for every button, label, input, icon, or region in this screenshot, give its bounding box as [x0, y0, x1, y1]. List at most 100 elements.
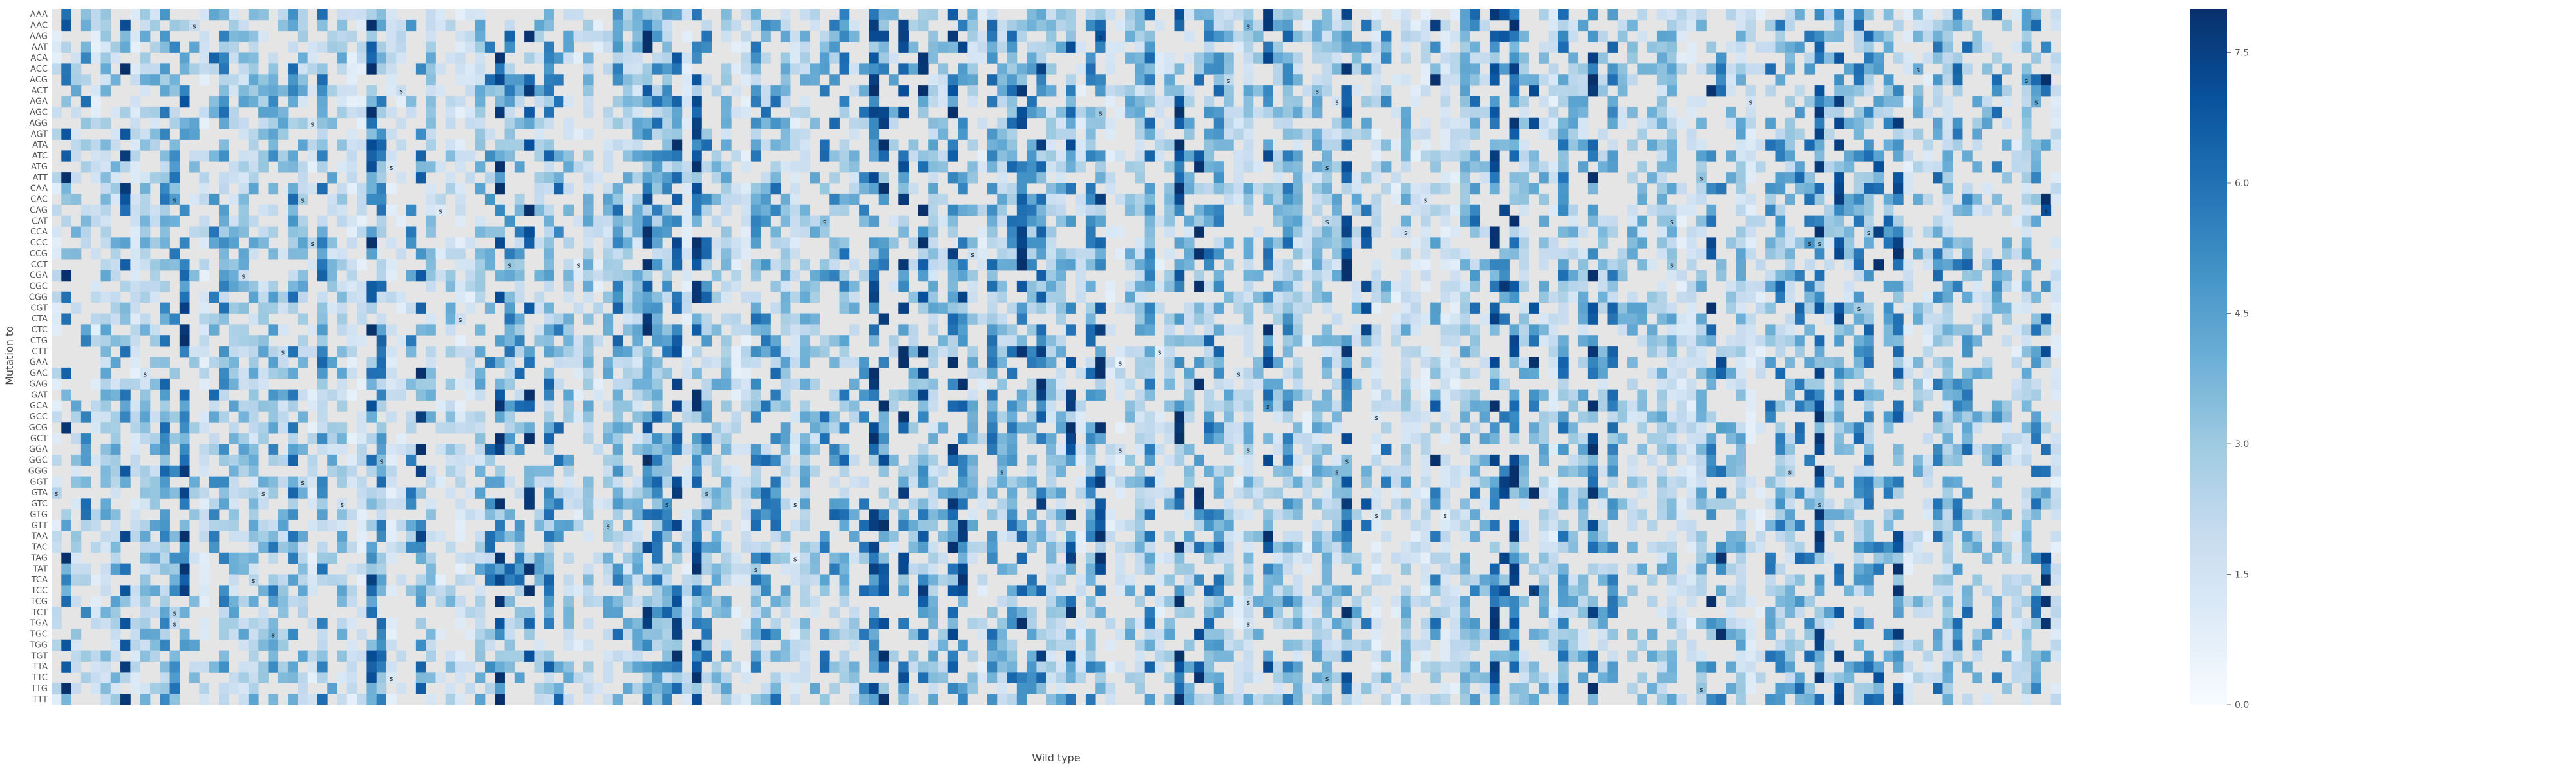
heatmap-cell — [554, 324, 564, 336]
heatmap-cell — [1853, 367, 1864, 379]
cell-annotation: s — [1867, 229, 1871, 237]
heatmap-cell — [1410, 400, 1421, 412]
heatmap-cell — [1736, 248, 1746, 260]
heatmap-cell — [750, 411, 761, 423]
heatmap-cell — [1736, 378, 1746, 390]
heatmap-cell — [71, 63, 82, 75]
heatmap-cell — [1489, 63, 1500, 75]
heatmap-cell — [1656, 85, 1667, 97]
heatmap-cell — [2050, 193, 2061, 205]
heatmap-cell — [317, 259, 328, 271]
heatmap-cell — [1016, 161, 1027, 173]
heatmap-cell — [652, 367, 663, 379]
heatmap-cell — [298, 161, 308, 173]
heatmap-cell — [1686, 9, 1697, 21]
heatmap-cell — [1656, 183, 1667, 195]
heatmap-cell — [1381, 52, 1392, 64]
heatmap-cell — [298, 270, 308, 282]
heatmap-cell — [376, 324, 387, 336]
heatmap-cell — [967, 85, 978, 97]
heatmap-cell — [632, 444, 643, 455]
heatmap-cell — [701, 30, 712, 43]
heatmap-cell — [1351, 280, 1362, 292]
heatmap-cell — [1814, 161, 1825, 173]
heatmap-cell — [741, 291, 752, 303]
heatmap-cell — [869, 335, 880, 347]
heatmap-cell — [317, 63, 328, 75]
heatmap-cell — [1873, 52, 1884, 64]
heatmap-cell — [1942, 226, 1953, 238]
heatmap-cell — [1509, 74, 1520, 86]
heatmap-cell — [298, 74, 308, 86]
heatmap-cell — [2050, 19, 2061, 32]
heatmap-cell — [169, 150, 180, 162]
heatmap-cell — [681, 313, 692, 325]
heatmap-cell — [475, 280, 486, 292]
heatmap-cell — [514, 367, 525, 379]
heatmap-cell — [1371, 378, 1382, 390]
heatmap-cell — [484, 85, 495, 97]
heatmap-cell — [790, 237, 800, 249]
heatmap-cell — [100, 19, 111, 32]
heatmap-cell — [1548, 63, 1559, 75]
heatmap-cell — [1381, 422, 1392, 434]
heatmap-cell — [130, 357, 141, 368]
heatmap-cell — [2021, 63, 2032, 75]
heatmap-cell — [780, 248, 791, 260]
heatmap-cell — [681, 411, 692, 423]
heatmap-cell — [1962, 422, 1973, 434]
heatmap-cell — [1962, 204, 1973, 216]
heatmap-cell — [1775, 237, 1786, 249]
heatmap-cell — [1302, 422, 1313, 434]
heatmap-cell — [1213, 161, 1224, 173]
heatmap-cell — [495, 411, 505, 423]
heatmap-cell — [672, 117, 683, 129]
heatmap-cell — [1647, 139, 1658, 151]
heatmap-cell — [681, 280, 692, 292]
heatmap-cell — [692, 74, 702, 86]
heatmap-cell — [623, 63, 633, 75]
heatmap-cell — [1853, 63, 1864, 75]
heatmap-cell — [2011, 280, 2022, 292]
heatmap-cell — [514, 280, 525, 292]
cell-annotation: s — [1670, 218, 1674, 226]
heatmap-cell — [1371, 193, 1382, 205]
heatmap-cell — [780, 378, 791, 390]
heatmap-cell — [1706, 85, 1717, 97]
heatmap-cell — [997, 357, 1007, 368]
heatmap-cell — [1233, 433, 1244, 444]
heatmap-cell — [1824, 226, 1835, 238]
heatmap-cell — [1007, 215, 1018, 227]
heatmap-cell — [1736, 139, 1746, 151]
heatmap-cell — [71, 193, 82, 205]
heatmap-cell — [504, 433, 515, 444]
heatmap-cell — [238, 302, 249, 314]
heatmap-cell — [1765, 335, 1776, 347]
heatmap-cell — [1371, 302, 1382, 314]
heatmap-cell — [1470, 204, 1481, 216]
heatmap-cell — [1627, 357, 1638, 368]
heatmap-cell — [1587, 139, 1598, 151]
heatmap-cell — [967, 204, 978, 216]
heatmap-cell — [1942, 280, 1953, 292]
heatmap-cell — [2021, 400, 2032, 412]
heatmap-cell — [140, 237, 151, 249]
heatmap-cell — [1962, 237, 1973, 249]
heatmap-cell — [1686, 96, 1697, 108]
heatmap-cell — [554, 226, 564, 238]
heatmap-cell — [1332, 346, 1342, 358]
heatmap-cell — [524, 237, 535, 249]
heatmap-cell — [1804, 30, 1815, 43]
heatmap-cell — [406, 444, 417, 455]
heatmap-cell — [1686, 302, 1697, 314]
heatmap-cell — [2041, 193, 2052, 205]
heatmap-cell — [918, 400, 929, 412]
heatmap-cell — [1253, 291, 1264, 303]
heatmap-cell — [288, 183, 298, 195]
heatmap-cell — [2031, 96, 2041, 108]
heatmap-cell — [1233, 367, 1244, 379]
heatmap-cell — [1066, 389, 1076, 401]
heatmap-cell — [1942, 367, 1953, 379]
heatmap-cell — [248, 183, 259, 195]
heatmap-cell — [317, 9, 328, 21]
